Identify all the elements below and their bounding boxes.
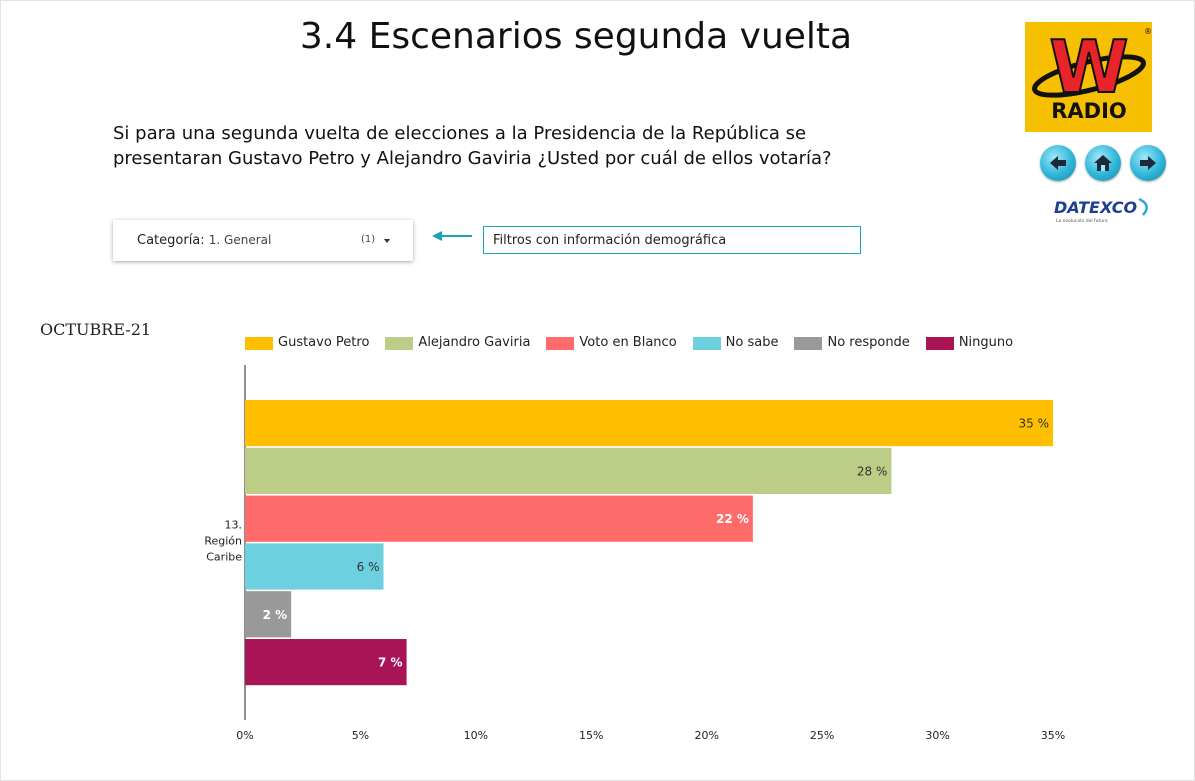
bar (245, 543, 384, 590)
left-arrow-icon (432, 231, 472, 241)
bar-value-label: 22 % (716, 512, 749, 526)
x-tick-label: 20% (694, 729, 718, 742)
bar-value-label: 7 % (378, 656, 403, 670)
category-label: Caribe (206, 551, 242, 564)
bar-value-label: 6 % (357, 560, 380, 574)
page-title: 3.4 Escenarios segunda vuelta (299, 16, 853, 57)
category-filter-dropdown[interactable]: Categoría: 1. General (1) (113, 220, 413, 261)
legend-label: No sabe (725, 335, 779, 350)
back-button[interactable] (1040, 145, 1076, 181)
x-tick-label: 15% (579, 729, 603, 742)
bar-value-label: 2 % (263, 608, 288, 622)
x-tick-label: 25% (810, 729, 834, 742)
forward-button[interactable] (1130, 145, 1166, 181)
forward-arrow-icon (1140, 156, 1156, 170)
bar (245, 495, 753, 542)
bar (245, 591, 292, 638)
bar-value-label: 28 % (857, 464, 888, 478)
datexco-logo: DATEXCO La evolución del futuro (1053, 195, 1153, 225)
datexco-tagline: La evolución del futuro (1056, 217, 1108, 224)
logo-letter: W (1049, 25, 1128, 109)
filter-note: Filtros con información demográfica (483, 226, 861, 254)
legend-swatch (692, 337, 721, 350)
logo-radio-text: RADIO (1051, 99, 1127, 123)
datexco-name: DATEXCO (1054, 198, 1137, 217)
home-button[interactable] (1085, 145, 1121, 181)
category-label: 13. (225, 519, 243, 532)
category-filter-label: Categoría: 1. General (137, 233, 271, 248)
legend-swatch (794, 337, 823, 350)
bar (245, 447, 892, 494)
x-tick-label: 10% (464, 729, 488, 742)
x-tick-label: 30% (925, 729, 949, 742)
caret-down-icon (384, 239, 390, 243)
x-tick-label: 5% (352, 729, 369, 742)
legend-swatch (546, 337, 575, 350)
bar-value-label: 35 % (1019, 417, 1050, 431)
w-radio-logo[interactable]: W ® RADIO (1025, 22, 1152, 132)
category-label: Categoría: (137, 233, 205, 248)
legend-label: Ninguno (958, 335, 1014, 350)
legend-swatch (925, 337, 954, 350)
bar (245, 400, 1053, 447)
legend-label: No responde (827, 335, 910, 350)
survey-question: Si para una segunda vuelta de elecciones… (113, 123, 832, 169)
selection-count: (1) (361, 234, 376, 245)
bar (245, 639, 407, 686)
x-tick-label: 35% (1041, 729, 1065, 742)
x-tick-label: 0% (236, 729, 253, 742)
category-value: 1. General (208, 233, 272, 247)
logo-graphic: W ® RADIO (1032, 24, 1152, 123)
logo-registered-mark: ® (1144, 27, 1152, 36)
legend-swatch (245, 337, 273, 350)
legend-label: Voto en Blanco (579, 335, 677, 350)
legend-label: Alejandro Gaviria (418, 335, 531, 350)
legend-label: Gustavo Petro (278, 335, 370, 350)
legend-swatch (385, 337, 414, 350)
period-label: OCTUBRE-21 (40, 320, 152, 339)
category-label: Región (204, 535, 242, 548)
home-icon (1094, 155, 1112, 171)
back-arrow-icon (1050, 156, 1066, 170)
